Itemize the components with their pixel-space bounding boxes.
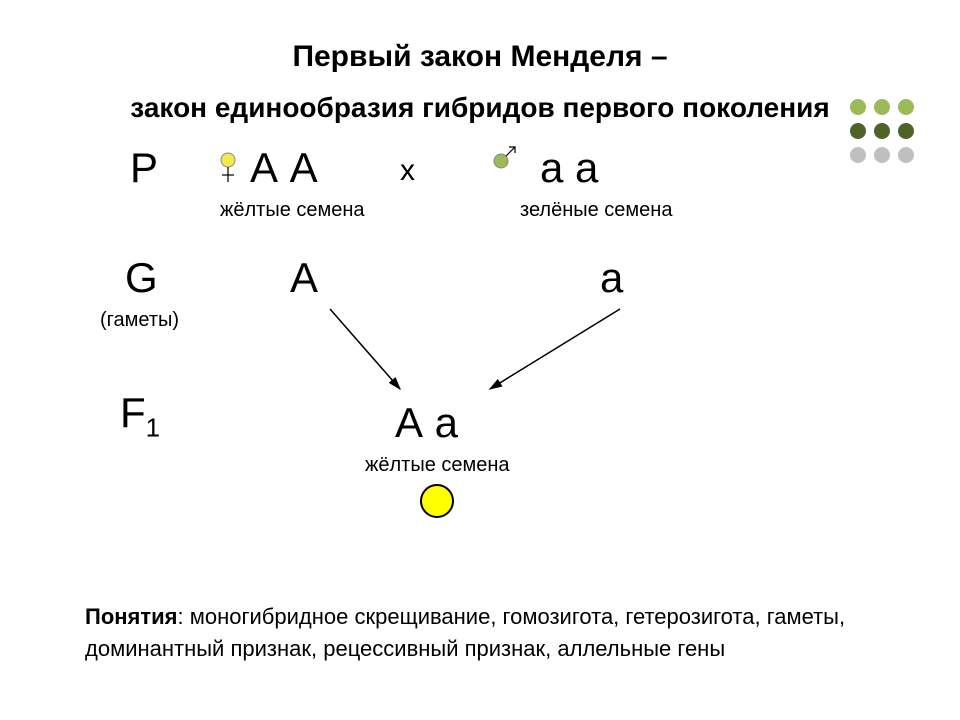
label-F1: F1: [120, 389, 160, 443]
cross-arrows: [0, 144, 960, 564]
concepts-text: : моногибридное скрещивание, гомозигота,…: [85, 604, 845, 661]
concepts-footer: Понятия: моногибридное скрещивание, гомо…: [85, 601, 875, 665]
concepts-label: Понятия: [85, 604, 178, 629]
title-block: Первый закон Менделя – закон единообрази…: [0, 0, 960, 124]
f1-genotype: А а: [395, 399, 458, 447]
title-line-2: закон единообразия гибридов первого поко…: [0, 92, 960, 124]
f1-caption: жёлтые семена: [365, 454, 510, 477]
f1-seed-icon: [420, 484, 454, 518]
label-F1-main: F: [120, 389, 146, 436]
genetics-diagram: P А А жёлтые семена x а а зелёные семена…: [0, 144, 960, 564]
title-line-1: Первый закон Менделя –: [0, 40, 960, 74]
label-F1-sub: 1: [146, 412, 160, 442]
